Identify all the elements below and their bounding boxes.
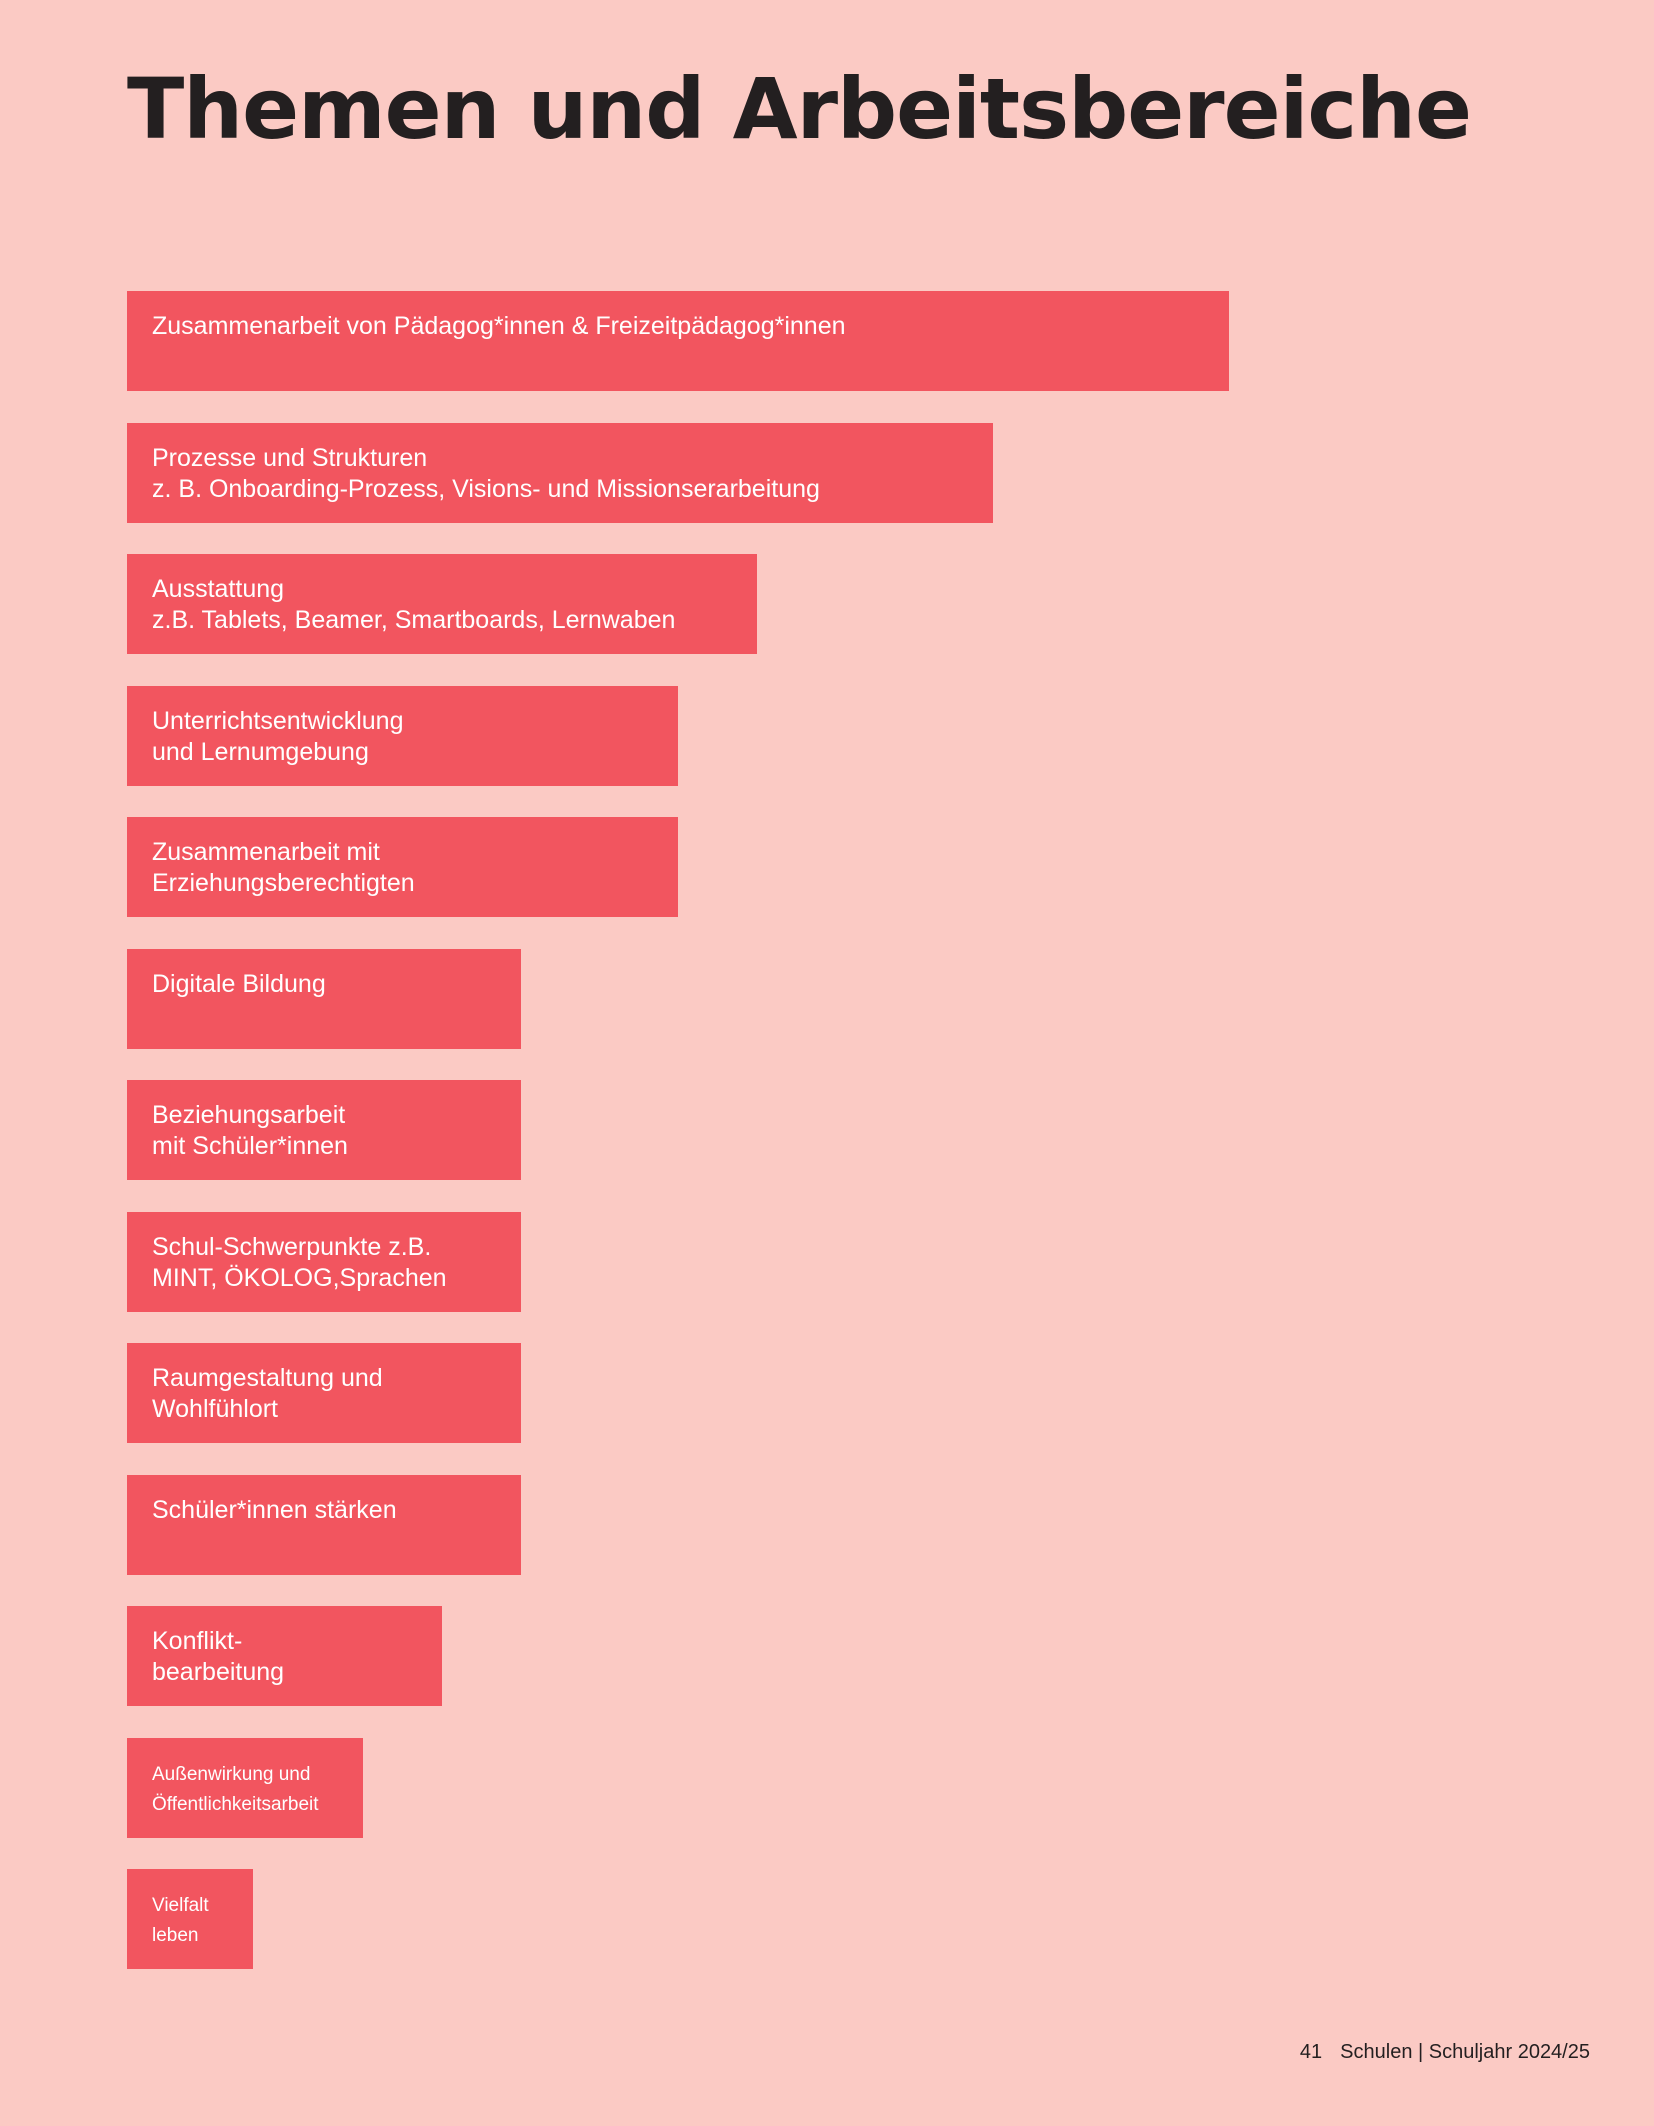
bar-label: Digitale Bildung (152, 970, 326, 998)
bar-9: Raumgestaltung und Wohlfühlort (127, 1343, 521, 1443)
bar-label: Unterrichtsentwicklung und Lernumgebung (152, 707, 404, 766)
bar-12: Außenwirkung und Öffentlichkeitsarbeit (127, 1738, 363, 1838)
bar-13: Vielfalt leben (127, 1869, 253, 1969)
bar-label: Schul-Schwerpunkte z.B. MINT, ÖKOLOG,Spr… (152, 1233, 447, 1292)
bar-8: Schul-Schwerpunkte z.B. MINT, ÖKOLOG,Spr… (127, 1212, 521, 1312)
bar-label: Zusammenarbeit mit Erziehungsberechtigte… (152, 838, 415, 897)
bar-chart: Zusammenarbeit von Pädagog*innen & Freiz… (127, 291, 1527, 1971)
bar-10: Schüler*innen stärken (127, 1475, 521, 1575)
publication-title: Schulen | Schuljahr 2024/25 (1340, 2041, 1590, 2063)
bar-6: Digitale Bildung (127, 949, 521, 1049)
bar-label: Vielfalt leben (152, 1895, 209, 1946)
bar-label: Schüler*innen stärken (152, 1496, 397, 1524)
bar-label: Konflikt- bearbeitung (152, 1627, 285, 1686)
bar-5: Zusammenarbeit mit Erziehungsberechtigte… (127, 817, 678, 917)
bar-7: Beziehungsarbeit mit Schüler*innen (127, 1080, 521, 1180)
page-number: 41 (1299, 2041, 1323, 2063)
page-title: Themen und Arbeitsbereiche (127, 60, 1472, 158)
bar-label: Prozesse und Strukturen z. B. Onboarding… (152, 444, 820, 503)
bar-label: Außenwirkung und Öffentlichkeitsarbeit (152, 1764, 319, 1815)
bar-label: Raumgestaltung und Wohlfühlort (152, 1364, 383, 1423)
bar-label: Ausstattung z.B. Tablets, Beamer, Smartb… (152, 575, 676, 634)
bar-3: Ausstattung z.B. Tablets, Beamer, Smartb… (127, 554, 757, 654)
bar-4: Unterrichtsentwicklung und Lernumgebung (127, 686, 678, 786)
bar-label: Zusammenarbeit von Pädagog*innen & Freiz… (152, 312, 846, 340)
bar-11: Konflikt- bearbeitung (127, 1606, 442, 1706)
bar-label: Beziehungsarbeit mit Schüler*innen (152, 1101, 348, 1160)
bar-1: Zusammenarbeit von Pädagog*innen & Freiz… (127, 291, 1229, 391)
bar-2: Prozesse und Strukturen z. B. Onboarding… (127, 423, 993, 523)
page-footer: 41 Schulen | Schuljahr 2024/25 (1300, 2041, 1590, 2064)
